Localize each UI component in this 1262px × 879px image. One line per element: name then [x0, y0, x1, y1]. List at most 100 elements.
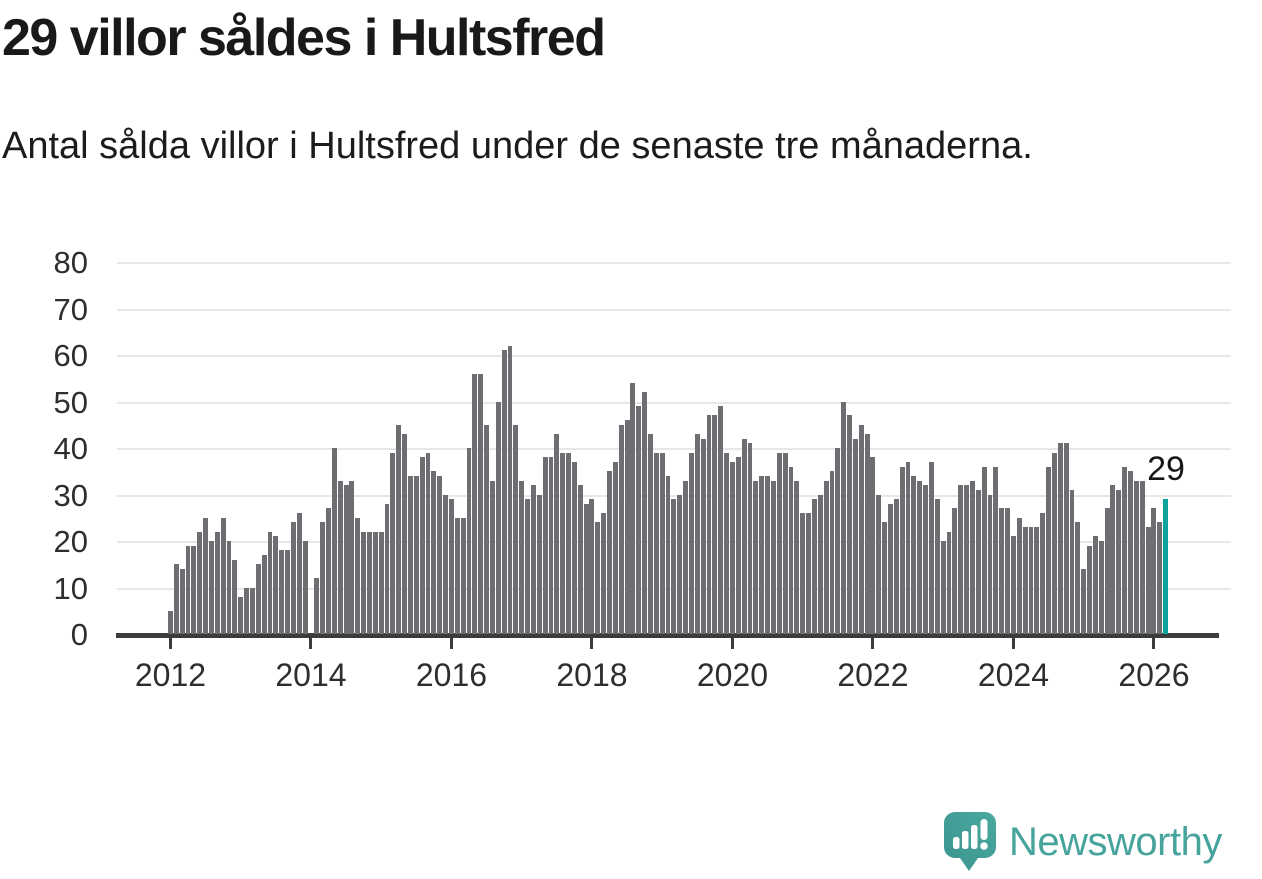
x-axis-label: 2016: [415, 657, 488, 693]
bar: [413, 475, 419, 634]
bar: [706, 415, 712, 634]
brand-name: Newsworthy: [1009, 819, 1222, 864]
bar: [361, 531, 367, 634]
bar: [460, 517, 466, 634]
bar: [964, 485, 970, 634]
bar: [770, 480, 776, 634]
bar: [999, 508, 1005, 634]
bar: [367, 531, 372, 634]
bar: [794, 480, 800, 634]
bar: [501, 350, 507, 634]
highlight-bar: [1163, 499, 1169, 634]
bar: [653, 452, 659, 634]
bar: [437, 475, 443, 634]
bar: [267, 531, 273, 634]
bar: [987, 494, 993, 634]
bar: [384, 503, 390, 634]
bar: [929, 461, 934, 634]
y-axis-label: 80: [53, 245, 88, 280]
bar: [952, 508, 958, 634]
bar: [1081, 568, 1087, 634]
bar: [1057, 443, 1063, 634]
bar: [636, 406, 642, 634]
bar: [694, 434, 700, 634]
bar: [811, 499, 817, 634]
bar: [1051, 452, 1057, 634]
bar: [343, 485, 349, 634]
bar: [1145, 527, 1151, 634]
bar: [589, 499, 595, 634]
bar: [337, 480, 343, 634]
bar: [1022, 527, 1028, 634]
bar: [571, 461, 577, 634]
bar: [197, 531, 203, 634]
bar: [220, 517, 226, 634]
y-gridline: [117, 308, 1231, 311]
bar: [946, 531, 952, 634]
x-axis-tick: [590, 638, 594, 649]
bar: [507, 345, 513, 634]
bar: [747, 443, 753, 634]
bar: [970, 480, 975, 634]
bar: [870, 457, 876, 634]
bar: [1133, 480, 1139, 634]
x-axis-tick: [730, 638, 734, 649]
bar: [893, 499, 899, 634]
bar: [753, 480, 759, 634]
bar: [179, 568, 185, 634]
x-axis-label: 2026: [1118, 657, 1190, 693]
bar: [536, 494, 542, 634]
bar: [431, 471, 437, 634]
bar: [659, 452, 665, 634]
bar: [1110, 485, 1116, 634]
highlight-value-label: 29: [1147, 450, 1185, 488]
bar: [378, 531, 384, 634]
bar: [255, 564, 261, 634]
bar: [724, 452, 730, 634]
y-gridline: [117, 401, 1231, 404]
x-axis-tick: [449, 638, 453, 649]
bar: [735, 457, 741, 634]
x-axis-tick: [168, 638, 172, 649]
y-axis-label: 10: [53, 570, 88, 606]
newsworthy-logo: Newsworthy: [944, 812, 1222, 872]
bar: [261, 554, 267, 634]
bar: [1075, 522, 1081, 634]
bar: [232, 559, 238, 634]
bar: [484, 424, 489, 634]
x-axis-label: 2024: [977, 657, 1050, 693]
x-axis-tick: [1011, 638, 1015, 649]
bar: [940, 541, 946, 634]
bar: [1104, 508, 1110, 634]
chart-subtitle: Antal sålda villor i Hultsfred under de …: [2, 125, 1033, 167]
bar: [1040, 513, 1046, 634]
bar: [530, 485, 536, 634]
bar: [934, 499, 940, 634]
bar: [396, 424, 402, 634]
bar: [472, 373, 478, 634]
bar: [677, 494, 683, 634]
bar: [917, 480, 923, 634]
y-gridline: [117, 494, 1231, 497]
newsworthy-speech-bubble-bar-chart-icon: [944, 812, 996, 871]
y-axis-label: 20: [53, 524, 88, 559]
bar: [776, 452, 782, 634]
bar: [700, 438, 706, 634]
bar: [911, 475, 917, 634]
bar: [852, 438, 858, 634]
x-axis-tick: [871, 638, 875, 649]
x-axis-label: 2014: [275, 657, 347, 693]
bar: [800, 513, 806, 634]
bar: [741, 438, 747, 634]
bar: [191, 545, 197, 634]
bar: [425, 452, 431, 634]
bar: [817, 494, 823, 634]
y-gridline: [117, 262, 1231, 264]
bar: [1069, 489, 1075, 634]
bar: [788, 466, 794, 634]
bar: [302, 541, 308, 634]
bar: [1028, 527, 1034, 634]
bar: [648, 434, 653, 634]
bar: [349, 480, 355, 634]
bar: [1139, 480, 1145, 634]
